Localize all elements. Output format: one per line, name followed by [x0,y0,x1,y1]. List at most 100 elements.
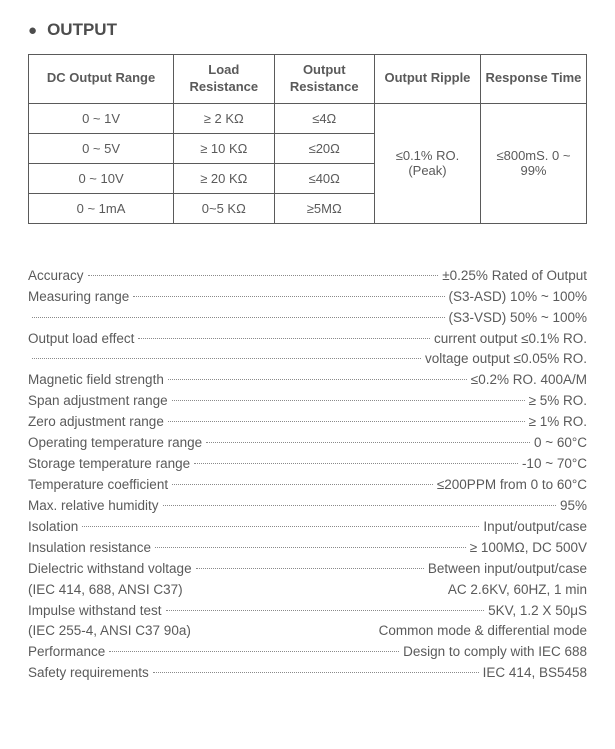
spec-value: ≥ 5% RO. [529,391,587,412]
leader-dots [32,317,445,318]
leader-dots [168,379,467,380]
spec-label: (IEC 255-4, ANSI C37 90a) [28,621,191,642]
cell-load: 0~5 KΩ [174,193,274,223]
spec-label: Insulation resistance [28,538,151,559]
spec-label: Output load effect [28,329,134,350]
leader-dots [166,610,485,611]
leader-dots [153,672,479,673]
spec-row: Accuracy ±0.25% Rated of Output [28,266,587,287]
leader-dots [172,484,433,485]
spec-value: Between input/output/case [428,559,587,580]
leader-dots [138,338,430,339]
leader-dots [163,505,556,506]
leader-dots [82,526,479,527]
cell-out: ≥5MΩ [274,193,374,223]
col-range: DC Output Range [29,55,174,104]
spec-value: Common mode & differential mode [379,621,587,642]
col-resp: Response Time [480,55,586,104]
spec-value: -10 ~ 70°C [522,454,587,475]
leader-dots [155,547,466,548]
spec-row: (S3-VSD) 50% ~ 100% [28,308,587,329]
spec-row: Isolation Input/output/case [28,517,587,538]
spec-label: Dielectric withstand voltage [28,559,192,580]
leader-dots [133,296,444,297]
spec-value: ≤200PPM from 0 to 60°C [437,475,587,496]
cell-out: ≤4Ω [274,103,374,133]
cell-out: ≤40Ω [274,163,374,193]
spec-value: 0 ~ 60°C [534,433,587,454]
spec-row: Operating temperature range 0 ~ 60°C [28,433,587,454]
spec-label: Storage temperature range [28,454,190,475]
spec-row: Span adjustment range ≥ 5% RO. [28,391,587,412]
spec-label: Safety requirements [28,663,149,684]
spec-label: (IEC 414, 688, ANSI C37) [28,580,183,601]
output-table: DC Output Range Load Resistance Output R… [28,54,587,224]
spec-value: current output ≤0.1% RO. [434,329,587,350]
bullet-icon: ● [28,22,37,39]
section-title: ● OUTPUT [28,20,587,40]
cell-response: ≤800mS. 0 ~ 99% [480,103,586,223]
leader-dots [194,463,518,464]
spec-label: Isolation [28,517,78,538]
spec-label: Magnetic field strength [28,370,164,391]
leader-dots [109,651,399,652]
spec-row: Impulse withstand test 5KV, 1.2 X 50μS [28,601,587,622]
spec-row: (IEC 414, 688, ANSI C37) AC 2.6KV, 60HZ, … [28,580,587,601]
leader-dots [168,421,525,422]
spec-label: Temperature coefficient [28,475,168,496]
spec-label: Span adjustment range [28,391,168,412]
spec-value: (S3-VSD) 50% ~ 100% [449,308,587,329]
spec-value: IEC 414, BS5458 [483,663,587,684]
leader-dots [196,568,424,569]
cell-load: ≥ 10 KΩ [174,133,274,163]
spec-value: Design to comply with IEC 688 [403,642,587,663]
cell-load: ≥ 2 KΩ [174,103,274,133]
spec-label: Impulse withstand test [28,601,162,622]
spec-row: Insulation resistance ≥ 100MΩ, DC 500V [28,538,587,559]
spec-value: ≤0.2% RO. 400A/M [471,370,587,391]
spec-row: Temperature coefficient ≤200PPM from 0 to… [28,475,587,496]
spec-value: 95% [560,496,587,517]
title-text: OUTPUT [47,20,117,39]
leader-dots [88,275,439,276]
spec-value: (S3-ASD) 10% ~ 100% [449,287,587,308]
cell-range: 0 ~ 10V [29,163,174,193]
table-header-row: DC Output Range Load Resistance Output R… [29,55,587,104]
spec-label: Performance [28,642,105,663]
spec-row: Max. relative humidity 95% [28,496,587,517]
spec-value: ≥ 1% RO. [529,412,587,433]
spec-row: voltage output ≤0.05% RO. [28,349,587,370]
leader-dots [172,400,525,401]
cell-range: 0 ~ 5V [29,133,174,163]
spec-row: Measuring range (S3-ASD) 10% ~ 100% [28,287,587,308]
spec-label: Operating temperature range [28,433,202,454]
cell-load: ≥ 20 KΩ [174,163,274,193]
spec-value: AC 2.6KV, 60HZ, 1 min [448,580,587,601]
spec-label: Accuracy [28,266,84,287]
col-outres: Output Resistance [274,55,374,104]
spec-value: ≥ 100MΩ, DC 500V [470,538,587,559]
spec-row: Output load effect current output ≤0.1% R… [28,329,587,350]
spec-row: (IEC 255-4, ANSI C37 90a) Common mode & d… [28,621,587,642]
spec-label: Max. relative humidity [28,496,159,517]
cell-out: ≤20Ω [274,133,374,163]
spec-label: Measuring range [28,287,129,308]
spec-row: Magnetic field strength ≤0.2% RO. 400A/M [28,370,587,391]
spec-value: voltage output ≤0.05% RO. [425,349,587,370]
spec-row: Dielectric withstand voltage Between inpu… [28,559,587,580]
leader-dots [32,358,421,359]
spec-value: 5KV, 1.2 X 50μS [488,601,587,622]
spec-row: Storage temperature range -10 ~ 70°C [28,454,587,475]
cell-ripple: ≤0.1% RO. (Peak) [374,103,480,223]
col-ripple: Output Ripple [374,55,480,104]
spec-value: Input/output/case [483,517,587,538]
spec-row: Performance Design to comply with IEC 688 [28,642,587,663]
spec-row: Safety requirements IEC 414, BS5458 [28,663,587,684]
spec-list: Accuracy±0.25% Rated of OutputMeasuring … [28,266,587,684]
col-loadres: Load Resistance [174,55,274,104]
spec-label: Zero adjustment range [28,412,164,433]
leader-dots [206,442,530,443]
cell-range: 0 ~ 1V [29,103,174,133]
spec-value: ±0.25% Rated of Output [442,266,587,287]
table-row: 0 ~ 1V ≥ 2 KΩ ≤4Ω ≤0.1% RO. (Peak) ≤800m… [29,103,587,133]
